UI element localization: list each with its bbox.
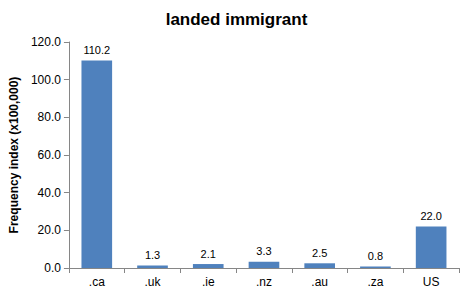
svg-text:20.0: 20.0 [38, 223, 62, 237]
svg-text:2.5: 2.5 [312, 247, 327, 259]
svg-text:.uk: .uk [145, 275, 162, 289]
svg-text:.ie: .ie [202, 275, 215, 289]
svg-text:.au: .au [311, 275, 328, 289]
svg-text:3.3: 3.3 [256, 245, 271, 257]
svg-text:Frequency index (x100,000): Frequency index (x100,000) [7, 77, 21, 234]
svg-text:.nz: .nz [256, 275, 272, 289]
svg-text:110.2: 110.2 [83, 44, 110, 56]
svg-text:0.8: 0.8 [368, 250, 383, 262]
svg-text:US: US [423, 275, 440, 289]
svg-text:40.0: 40.0 [38, 186, 62, 200]
svg-text:2.1: 2.1 [201, 248, 216, 260]
svg-text:.ca: .ca [89, 275, 105, 289]
svg-text:0.0: 0.0 [44, 261, 61, 275]
svg-text:80.0: 80.0 [38, 110, 62, 124]
svg-text:100.0: 100.0 [31, 73, 61, 87]
svg-text:60.0: 60.0 [38, 148, 62, 162]
svg-text:22.0: 22.0 [420, 210, 441, 222]
svg-text:1.3: 1.3 [145, 249, 160, 261]
svg-text:120.0: 120.0 [31, 35, 61, 49]
svg-text:.za: .za [367, 275, 383, 289]
svg-text:landed immigrant: landed immigrant [166, 10, 308, 29]
